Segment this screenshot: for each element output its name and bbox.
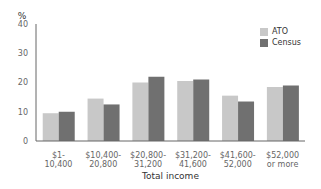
svg-text:Total income: Total income bbox=[141, 171, 199, 181]
svg-text:$1-10,400: $1-10,400 bbox=[44, 151, 72, 169]
svg-text:%: % bbox=[18, 11, 27, 21]
svg-text:$20,800-31,200: $20,800-31,200 bbox=[130, 151, 166, 169]
svg-text:0: 0 bbox=[23, 137, 28, 146]
svg-text:$31,200-41,600: $31,200-41,600 bbox=[175, 151, 211, 169]
svg-text:20: 20 bbox=[18, 78, 28, 87]
html-text:Census: Census bbox=[272, 38, 301, 47]
svg-text:$10,400-20,800: $10,400-20,800 bbox=[85, 151, 121, 169]
svg-text:40: 40 bbox=[18, 20, 28, 29]
svg-text:$41,600-52,000: $41,600-52,000 bbox=[220, 151, 256, 169]
svg-text:$52,000or more: $52,000or more bbox=[266, 151, 299, 169]
html-text:ATO: ATO bbox=[272, 27, 289, 36]
svg-text:30: 30 bbox=[18, 49, 28, 58]
svg-text:10: 10 bbox=[18, 108, 28, 117]
